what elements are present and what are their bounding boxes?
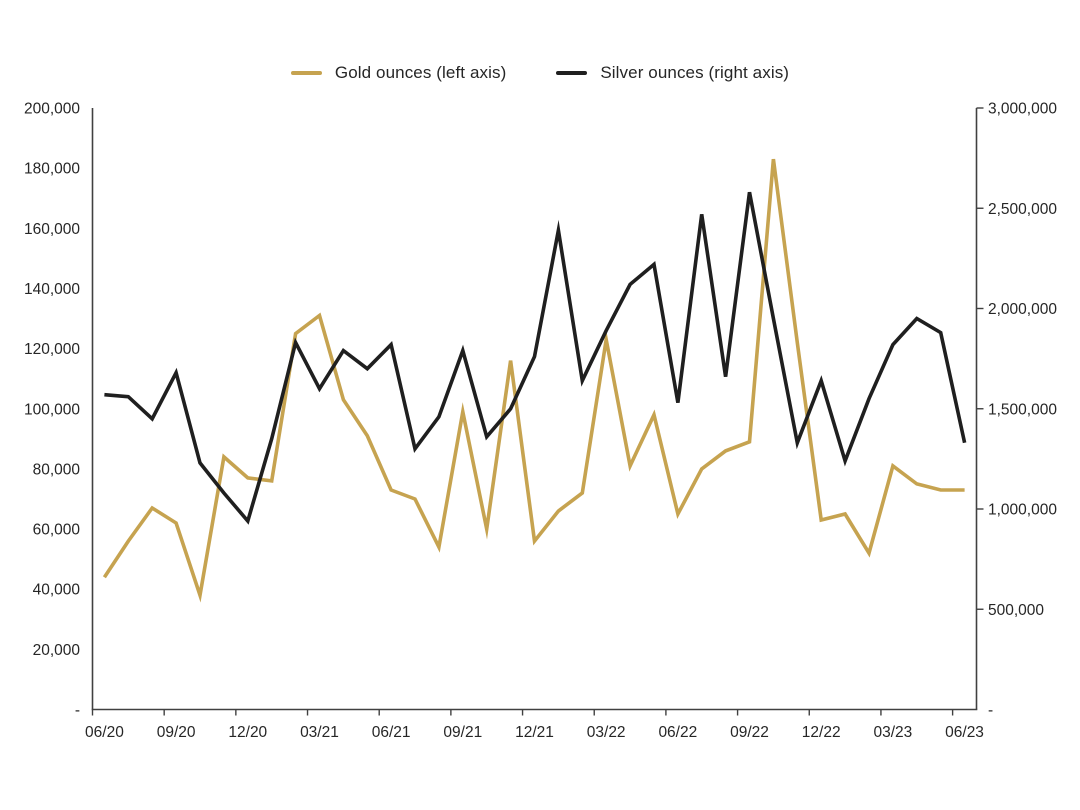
- gold-line-swatch-icon: [290, 70, 322, 76]
- y-axis-left-label: 140,000: [24, 281, 80, 298]
- y-axis-left-label: 40,000: [33, 582, 81, 599]
- x-axis-label: 06/23: [945, 724, 984, 741]
- x-axis-label: 12/22: [802, 724, 841, 741]
- x-axis-label: 06/21: [372, 724, 411, 741]
- legend-item-gold: Gold ounces (left axis): [290, 63, 507, 83]
- chart-legend: Gold ounces (left axis) Silver ounces (r…: [0, 60, 1080, 86]
- legend-label-silver: Silver ounces (right axis): [600, 63, 790, 82]
- x-axis-label: 12/21: [515, 724, 554, 741]
- x-axis-label: 09/21: [443, 724, 482, 741]
- y-axis-right-label: -: [988, 702, 993, 719]
- x-axis-label: 03/21: [300, 724, 339, 741]
- x-axis-label: 09/22: [730, 724, 769, 741]
- legend-item-silver: Silver ounces (right axis): [556, 63, 789, 83]
- y-axis-left-label: 80,000: [33, 461, 81, 478]
- y-axis-left-label: 120,000: [24, 341, 80, 358]
- x-axis-label: 06/20: [85, 724, 124, 741]
- x-axis-label: 06/22: [658, 724, 697, 741]
- silver-line-swatch-icon: [556, 70, 588, 76]
- y-axis-right-label: 2,000,000: [988, 301, 1057, 318]
- x-axis-label: 03/23: [873, 724, 912, 741]
- x-axis-label: 03/22: [587, 724, 626, 741]
- legend-label-gold: Gold ounces (left axis): [334, 63, 507, 82]
- y-axis-right-label: 1,000,000: [988, 502, 1057, 519]
- y-axis-left-label: 160,000: [24, 221, 80, 238]
- y-axis-left-label: 200,000: [24, 101, 80, 118]
- silver-line: [104, 191, 967, 525]
- y-axis-right-label: 500,000: [988, 602, 1044, 619]
- gold-line: [102, 158, 965, 603]
- y-axis-left-label: 60,000: [33, 522, 81, 539]
- y-axis-right-label: 2,500,000: [988, 201, 1057, 218]
- y-axis-left-label: 100,000: [24, 401, 80, 418]
- y-axis-left-label: 20,000: [33, 642, 81, 659]
- y-axis-right-label: 1,500,000: [988, 401, 1057, 418]
- y-axis-left-label: -: [75, 702, 80, 719]
- y-axis-left-label: 180,000: [24, 161, 80, 178]
- x-axis-label: 12/20: [228, 724, 267, 741]
- x-axis-label: 09/20: [157, 724, 196, 741]
- y-axis-right-label: 3,000,000: [988, 101, 1057, 118]
